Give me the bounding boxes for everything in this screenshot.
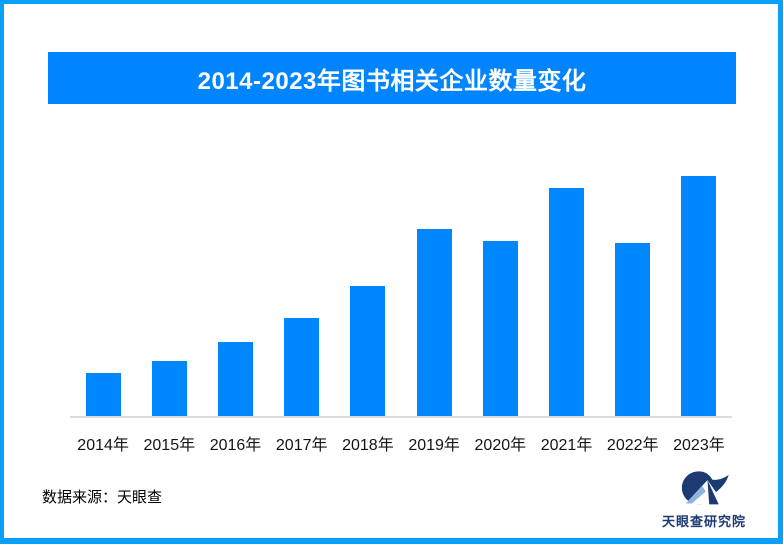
bar-2022年 [615,243,651,416]
bar-2020年 [482,241,518,416]
plot-area [70,176,732,418]
x-axis-label: 2016年 [209,437,262,454]
bar-column [401,178,467,416]
bar-column [467,178,533,416]
bar-2017年 [284,318,320,416]
bar-2016年 [218,342,253,416]
bar-chart: 2014年 2015年 2016年 2017年 2018年 2019年 2020年 2021年… [70,176,732,455]
bar-2023年 [681,176,717,416]
bar-column [136,178,202,416]
bar-2019年 [416,229,452,416]
x-axis-label: 2021年 [540,437,593,454]
bar-column [202,178,268,416]
bar-2018年 [350,286,386,416]
bar-column [533,178,599,416]
x-axis-label: 2015年 [143,437,196,454]
bar-column [600,178,666,416]
x-axis-label: 2014年 [77,437,129,454]
bar-column [269,178,335,416]
bar-column [335,178,401,416]
x-axis-label: 2018年 [342,437,394,454]
x-axis-label: 2020年 [474,437,527,454]
chart-title: 2014-2023年图书相关企业数量变化 [197,67,587,95]
brand-name: 天眼查研究院 [661,514,746,529]
x-axis: 2014年 2015年 2016年 2017年 2018年 2019年 2020年 2021年… [70,431,732,455]
bar-2021年 [549,188,585,416]
x-axis-label: 2017年 [275,437,328,454]
bar-2015年 [151,361,187,416]
x-axis-label: 2023年 [673,437,725,454]
bar-2014年 [85,373,121,416]
bar-column [666,176,732,416]
tianyancha-logo-icon [681,471,729,505]
chart-title-banner: 2014-2023年图书相关企业数量变化 [48,52,736,104]
bar-column [70,178,136,416]
x-axis-label: 2022年 [606,437,659,454]
brand-logo: 天眼查研究院 [656,466,752,530]
data-source-text: 数据来源：天眼查 [42,489,163,506]
x-axis-label: 2019年 [408,437,460,454]
